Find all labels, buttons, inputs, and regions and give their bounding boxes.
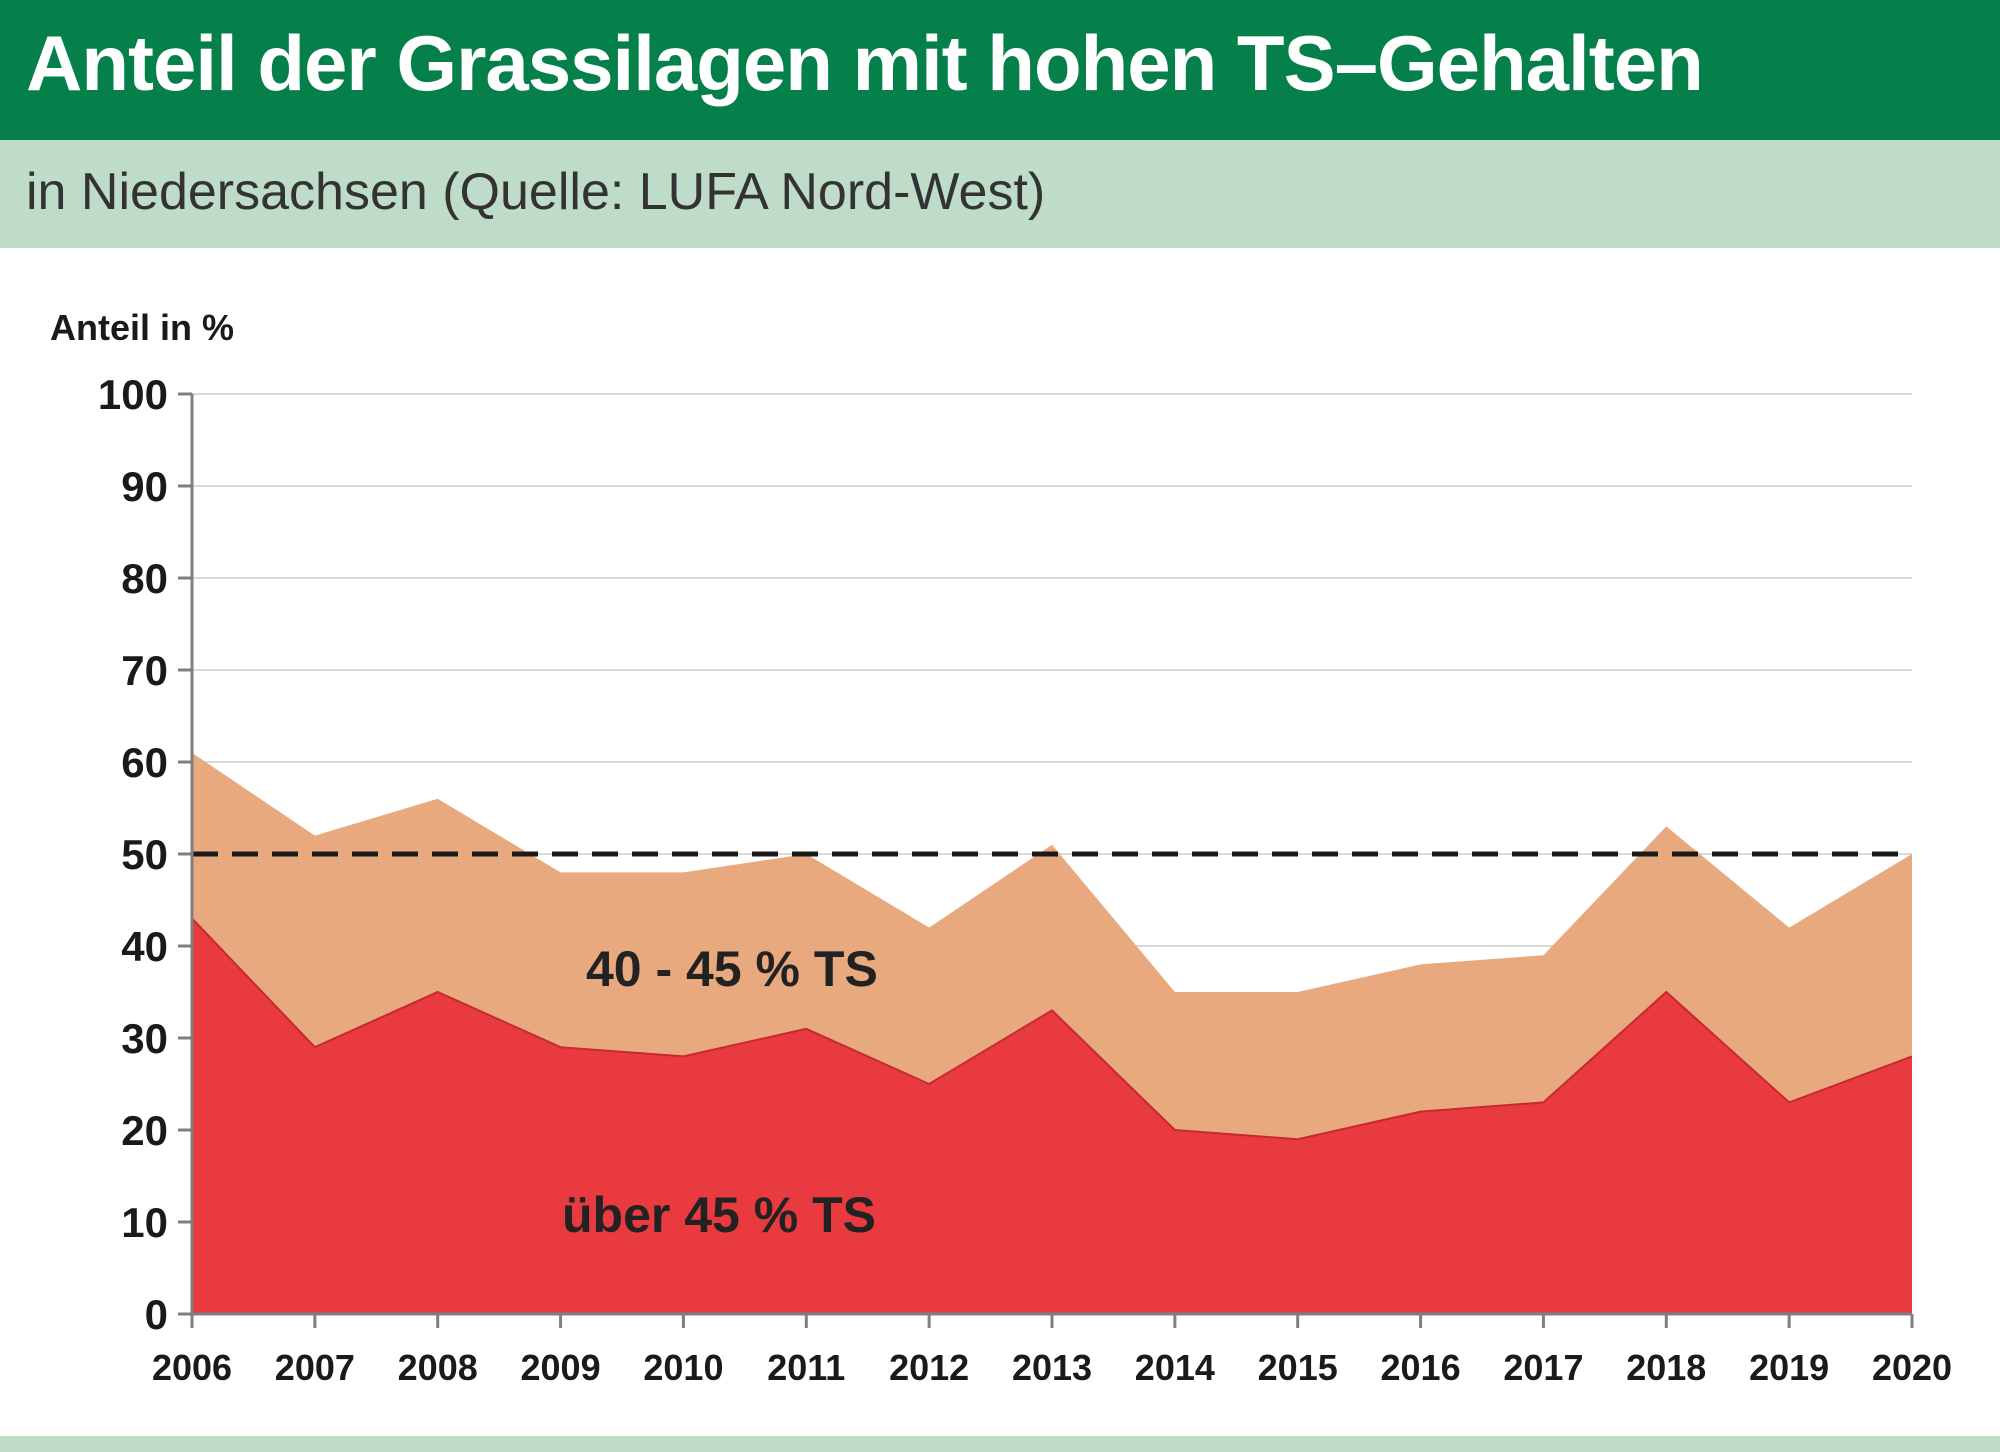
y-tick-label: 0 xyxy=(145,1291,168,1338)
x-tick-label: 2006 xyxy=(152,1347,232,1388)
x-tick-label: 2018 xyxy=(1626,1347,1706,1388)
x-tick-label: 2007 xyxy=(275,1347,355,1388)
subheader-bar xyxy=(0,140,2000,248)
chart-subtitle: in Niedersachsen (Quelle: LUFA Nord-West… xyxy=(26,163,1046,221)
x-tick-label: 2016 xyxy=(1381,1347,1461,1388)
x-tick-label: 2017 xyxy=(1503,1347,1583,1388)
x-tick-label: 2020 xyxy=(1872,1347,1952,1388)
y-tick-label: 60 xyxy=(121,739,168,786)
y-tick-label: 20 xyxy=(121,1107,168,1154)
x-tick-label: 2012 xyxy=(889,1347,969,1388)
x-tick-label: 2015 xyxy=(1258,1347,1338,1388)
x-tick-label: 2014 xyxy=(1135,1347,1215,1388)
footer-bar xyxy=(0,1436,2000,1452)
x-tick-label: 2008 xyxy=(398,1347,478,1388)
y-tick-label: 10 xyxy=(121,1199,168,1246)
x-tick-label: 2013 xyxy=(1012,1347,1092,1388)
areas xyxy=(191,752,1913,1314)
header-bar xyxy=(0,0,2000,140)
y-tick-label: 40 xyxy=(121,923,168,970)
axes: 0 10 20 30 40 50 60 70 80 90 100 2006 2007 2008 2009 20… xyxy=(98,371,1952,1388)
series-label-over-45: über 45 % TS xyxy=(562,1187,876,1243)
x-tick-label: 2019 xyxy=(1749,1347,1829,1388)
y-axis-label: Anteil in % xyxy=(50,307,234,348)
y-tick-label: 100 xyxy=(98,371,168,418)
x-tick-label: 2011 xyxy=(767,1347,845,1388)
y-tick-label: 80 xyxy=(121,555,168,602)
y-tick-label: 70 xyxy=(121,647,168,694)
x-tick-label: 2010 xyxy=(643,1347,723,1388)
x-tick-label: 2009 xyxy=(521,1347,601,1388)
series-label-40-45: 40 - 45 % TS xyxy=(586,941,878,997)
y-tick-label: 30 xyxy=(121,1015,168,1062)
chart-title: Anteil der Grassilagen mit hohen TS–Geha… xyxy=(26,19,1704,107)
line-over-45-ts xyxy=(191,917,1913,1141)
area-40-45-ts xyxy=(192,752,1912,1140)
y-tick-label: 90 xyxy=(121,463,168,510)
y-tick-label: 50 xyxy=(121,831,168,878)
area-over-45-ts xyxy=(192,918,1912,1314)
